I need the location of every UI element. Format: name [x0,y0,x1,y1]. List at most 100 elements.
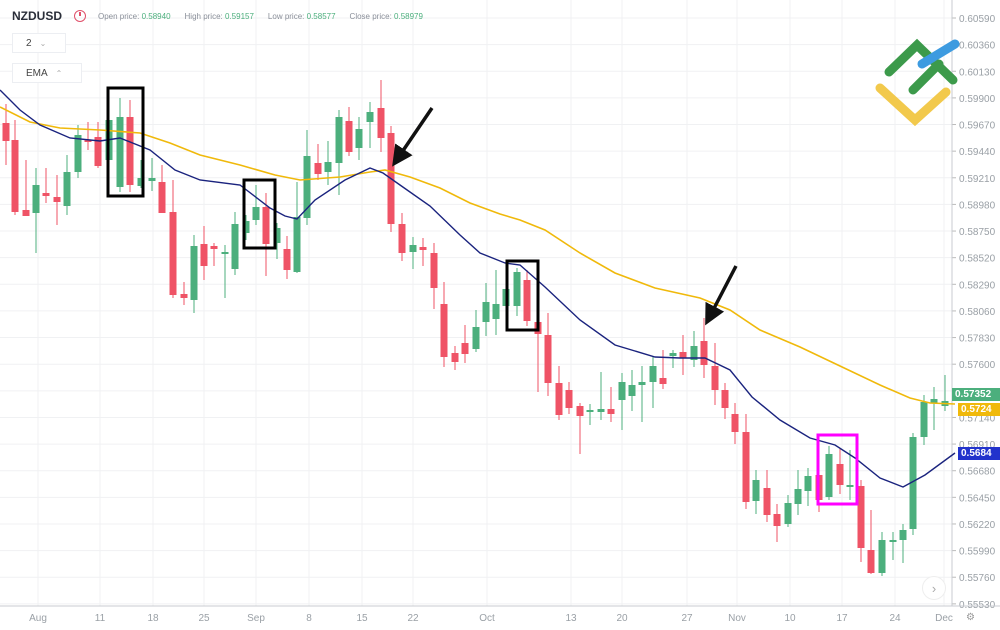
candle[interactable] [721,390,729,408]
candle[interactable] [804,476,812,491]
candle[interactable] [22,210,30,216]
candle[interactable] [669,353,677,356]
clock-icon[interactable] [74,10,86,22]
candle[interactable] [366,112,374,122]
candle[interactable] [649,366,657,382]
candle[interactable] [324,162,332,172]
candle[interactable] [180,294,188,298]
period-select[interactable]: 2 ⌄ [12,33,66,53]
candle[interactable] [94,137,102,166]
candle[interactable] [867,550,875,573]
candle[interactable] [586,410,594,412]
candle[interactable] [345,121,353,152]
candle[interactable] [482,302,490,322]
ema-slow-tag: 0.5724 [958,403,1000,416]
candle[interactable] [419,247,427,250]
candle[interactable] [794,489,802,504]
candle[interactable] [303,156,311,218]
candle[interactable] [190,246,198,300]
candle[interactable] [116,117,124,187]
candle[interactable] [523,280,531,321]
candle[interactable] [200,244,208,266]
candle[interactable] [878,540,886,573]
candle[interactable] [628,385,636,396]
annotation-box [242,178,277,250]
candle[interactable] [148,178,156,181]
indicator-toggle[interactable]: EMA ⌃ [12,63,82,83]
candle[interactable] [169,212,177,295]
candle[interactable] [158,182,166,213]
candle[interactable] [440,304,448,357]
candle[interactable] [377,108,385,138]
candle[interactable] [32,185,40,213]
candle[interactable] [920,402,928,437]
annotation-box [106,86,145,198]
candle[interactable] [544,335,552,383]
y-tick-label: 0.57830 [959,334,996,345]
candle[interactable] [909,437,917,529]
candle[interactable] [461,343,469,354]
candle[interactable] [252,207,260,220]
candle[interactable] [42,193,50,196]
candle[interactable] [576,406,584,416]
candle[interactable] [731,414,739,432]
candle[interactable] [679,352,687,358]
candle[interactable] [930,399,938,403]
candle[interactable] [11,140,19,212]
candle[interactable] [555,383,563,415]
candle[interactable] [398,224,406,253]
candle[interactable] [430,253,438,288]
candle[interactable] [231,224,239,269]
candle[interactable] [618,382,626,400]
candle[interactable] [773,514,781,526]
candle[interactable] [262,207,270,244]
candle[interactable] [784,503,792,524]
candle[interactable] [659,378,667,384]
candle[interactable] [899,530,907,540]
candle[interactable] [825,454,833,497]
candle[interactable] [742,432,750,502]
candle[interactable] [711,366,719,390]
candle[interactable] [597,409,605,412]
candle[interactable] [242,221,250,233]
scroll-right-button[interactable]: › [922,576,946,600]
candle[interactable] [409,245,417,252]
candle[interactable] [273,228,281,243]
settings-button[interactable]: ⚙ [966,612,975,623]
candle[interactable] [700,341,708,365]
candle[interactable] [137,178,145,186]
candle[interactable] [84,140,92,142]
y-tick-label: 0.57140 [959,413,996,424]
candle[interactable] [607,409,615,414]
candle[interactable] [513,272,521,306]
candle[interactable] [126,117,134,185]
candle[interactable] [690,346,698,360]
candle[interactable] [565,390,573,408]
annotation-box [816,433,859,506]
candle[interactable] [221,252,229,254]
candle[interactable] [210,246,218,249]
candle[interactable] [763,488,771,515]
x-tick-label: 25 [198,613,210,624]
candle[interactable] [857,486,865,548]
candle[interactable] [63,172,71,206]
candle[interactable] [355,129,363,148]
candle[interactable] [846,485,854,487]
candle[interactable] [638,382,646,385]
candle[interactable] [2,123,10,141]
candle[interactable] [492,304,500,319]
candle[interactable] [335,117,343,163]
candle[interactable] [74,135,82,172]
candle[interactable] [53,197,61,202]
candle[interactable] [836,464,844,485]
candle[interactable] [293,217,301,272]
last-price-tag: 0.57352 [952,388,1000,401]
candle[interactable] [472,327,480,349]
candle[interactable] [752,480,760,501]
candle[interactable] [314,163,322,174]
candle[interactable] [451,353,459,362]
candle[interactable] [889,540,897,542]
candle[interactable] [283,249,291,270]
y-tick-label: 0.58750 [959,227,996,238]
